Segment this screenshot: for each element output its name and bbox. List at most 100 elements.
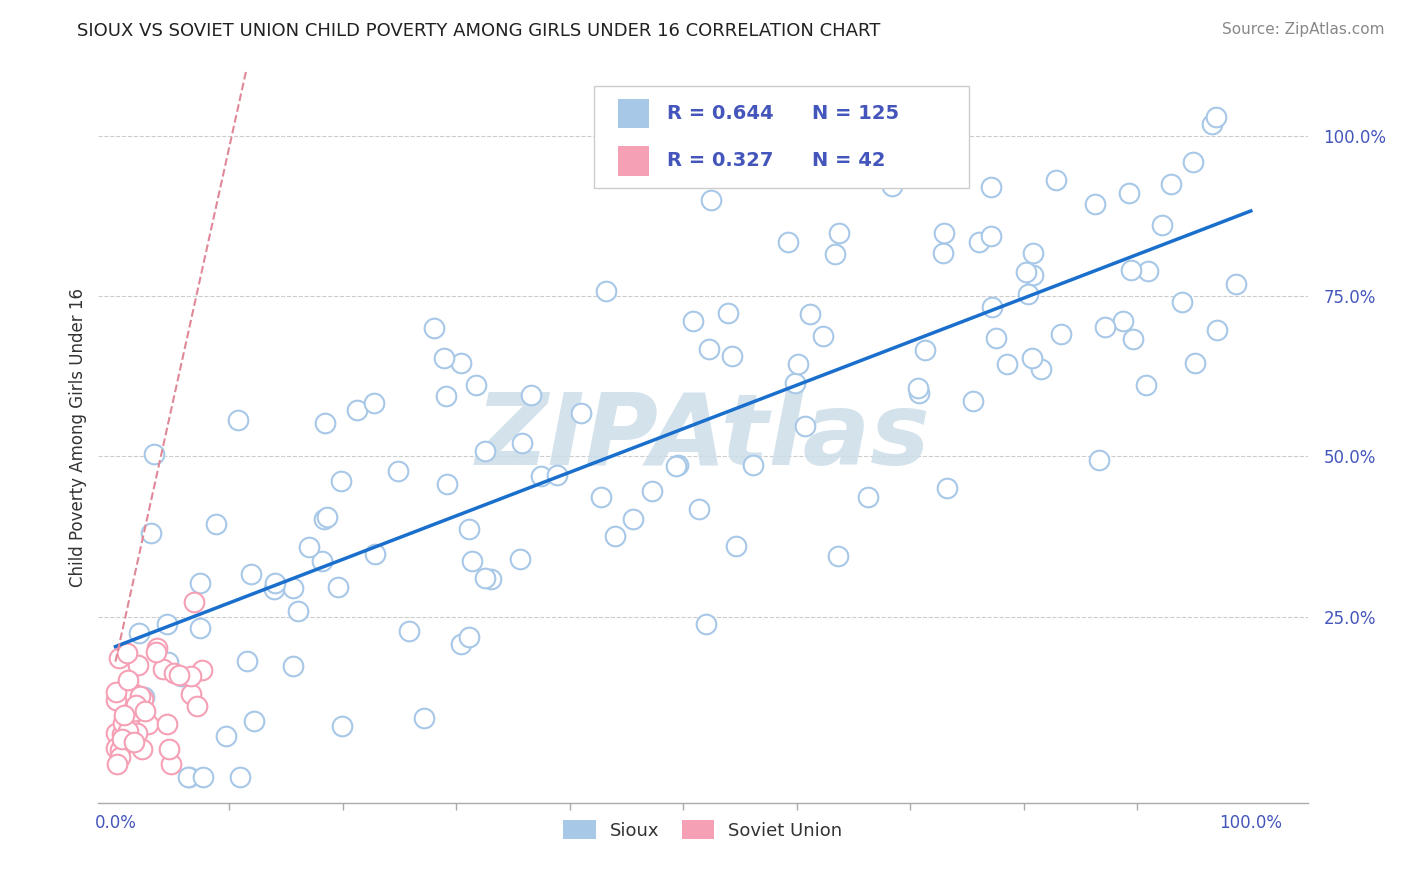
Point xyxy=(776,235,799,249)
Point xyxy=(136,716,159,731)
Point xyxy=(159,757,181,772)
Point xyxy=(434,389,457,403)
Point xyxy=(1160,177,1182,191)
Text: ZIPAtlas: ZIPAtlas xyxy=(475,389,931,485)
Point xyxy=(145,645,167,659)
Point xyxy=(465,378,488,392)
Point xyxy=(157,655,180,669)
Point xyxy=(139,526,162,541)
Point xyxy=(827,549,849,563)
Point xyxy=(1022,268,1045,283)
Point xyxy=(1205,110,1227,124)
Point xyxy=(363,395,385,409)
Point xyxy=(1088,452,1111,467)
Point xyxy=(458,522,481,536)
Point xyxy=(1049,326,1071,341)
Point xyxy=(311,553,333,567)
Point xyxy=(1201,117,1223,131)
Point xyxy=(127,715,149,730)
Point xyxy=(697,342,720,356)
Point xyxy=(1121,263,1143,277)
Point xyxy=(111,732,134,747)
Point xyxy=(436,477,458,491)
Point xyxy=(474,443,496,458)
Point xyxy=(1184,356,1206,370)
Point xyxy=(132,691,155,706)
Point xyxy=(509,552,531,566)
Point xyxy=(312,512,335,526)
Point xyxy=(725,539,748,553)
Point xyxy=(215,729,238,743)
Point xyxy=(1022,245,1045,260)
Point xyxy=(236,654,259,668)
Point xyxy=(980,228,1002,243)
Point xyxy=(932,246,955,260)
Point xyxy=(264,576,287,591)
Point xyxy=(143,447,166,461)
Point xyxy=(785,376,807,391)
Point xyxy=(124,704,146,718)
Point xyxy=(700,193,723,207)
Point xyxy=(666,458,689,472)
Point xyxy=(186,699,208,714)
Point xyxy=(134,704,156,718)
Point xyxy=(907,381,929,395)
Point xyxy=(179,770,201,784)
Point xyxy=(122,685,145,699)
Point xyxy=(589,490,612,504)
Point xyxy=(412,711,434,725)
Point xyxy=(104,726,127,740)
Point xyxy=(682,314,704,328)
Text: Source: ZipAtlas.com: Source: ZipAtlas.com xyxy=(1222,22,1385,37)
Point xyxy=(450,637,472,651)
Point xyxy=(104,741,127,756)
Point xyxy=(387,464,409,478)
Point xyxy=(188,576,211,591)
Point xyxy=(1171,294,1194,309)
Point xyxy=(111,684,134,698)
Point xyxy=(695,616,717,631)
Point xyxy=(111,715,134,730)
Point xyxy=(665,458,688,473)
Point xyxy=(281,581,304,595)
Point xyxy=(530,468,553,483)
FancyBboxPatch shape xyxy=(619,146,648,176)
Point xyxy=(125,698,148,712)
Point xyxy=(298,540,321,554)
Point xyxy=(155,717,177,731)
Point xyxy=(1225,277,1247,291)
Point xyxy=(104,692,127,706)
Point xyxy=(882,179,904,194)
Point xyxy=(364,547,387,561)
Point xyxy=(129,689,152,703)
Text: N = 42: N = 42 xyxy=(811,152,886,170)
Point xyxy=(479,572,502,586)
Point xyxy=(783,166,806,180)
Point xyxy=(995,357,1018,371)
Legend: Sioux, Soviet Union: Sioux, Soviet Union xyxy=(554,811,852,848)
Point xyxy=(980,180,1002,194)
Point xyxy=(156,617,179,632)
FancyBboxPatch shape xyxy=(619,99,648,128)
Point xyxy=(157,741,180,756)
Point xyxy=(240,566,263,581)
Point xyxy=(595,285,617,299)
Point xyxy=(131,742,153,756)
Point xyxy=(856,490,879,504)
Point xyxy=(146,640,169,655)
Point xyxy=(474,571,496,585)
Point xyxy=(205,517,228,532)
Point xyxy=(450,356,472,370)
Point xyxy=(170,669,193,683)
Point xyxy=(794,419,817,434)
Point xyxy=(346,403,368,417)
Point xyxy=(1118,186,1140,200)
Point xyxy=(104,685,127,699)
Point xyxy=(122,735,145,749)
Point xyxy=(112,707,135,722)
Point xyxy=(108,743,131,757)
Point xyxy=(152,662,174,676)
Point xyxy=(621,512,644,526)
Point xyxy=(457,630,479,644)
Point xyxy=(134,690,156,705)
